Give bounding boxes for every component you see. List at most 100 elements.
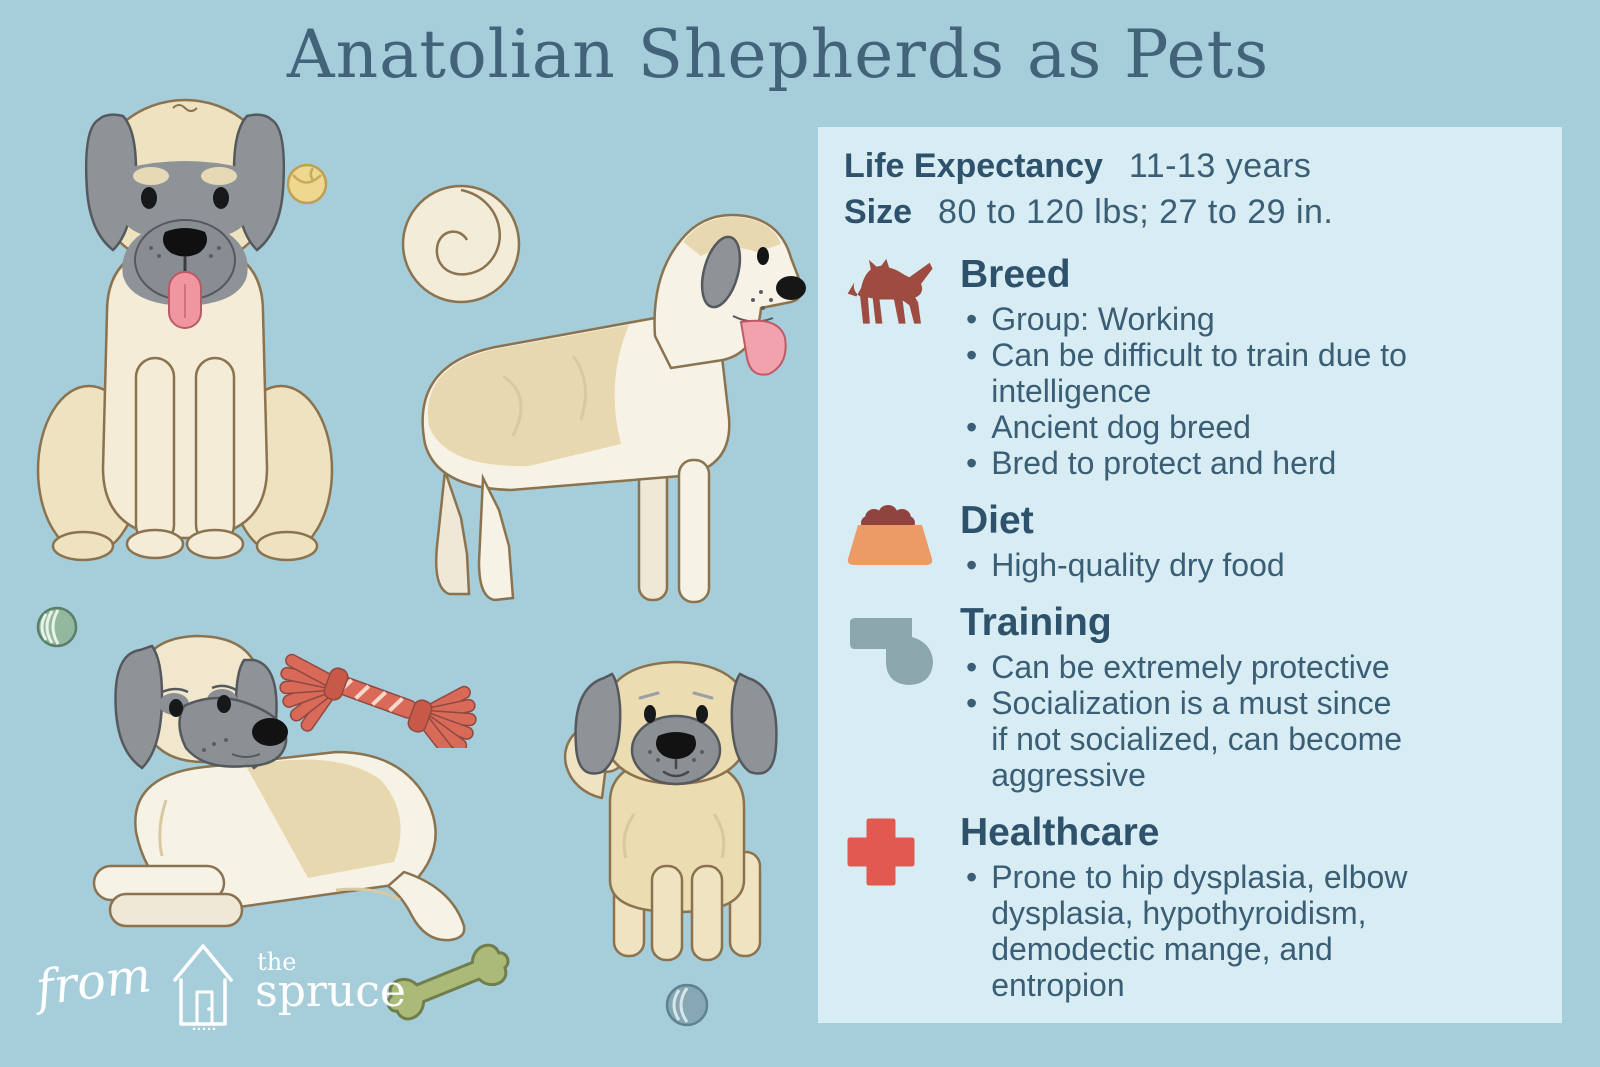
sitting-dog-nose <box>163 228 207 257</box>
green-striped-ball <box>36 606 78 648</box>
section-title-diet: Diet <box>960 499 1034 542</box>
fur-lines <box>158 799 401 902</box>
bullet-list: Can be extremely protective Socializatio… <box>960 649 1552 793</box>
fur-lines <box>502 355 587 437</box>
house-icon <box>173 944 233 1030</box>
bone-toy <box>386 943 510 1021</box>
rope-knot <box>323 667 349 701</box>
dog-silhouette-icon <box>847 258 933 324</box>
tennis-ball-seam <box>292 167 322 184</box>
bullet-item: Can be extremely protective <box>960 649 1552 685</box>
bullet-list: Prone to hip dysplasia, elbow dysplasia,… <box>960 859 1552 1003</box>
standing-dog-saddle <box>427 325 629 467</box>
info-panel: Life Expectancy 11-13 years Size 80 to 120… <box>818 127 1562 1023</box>
teal-ball <box>665 983 709 1027</box>
house-walls <box>179 978 227 1026</box>
mouth-line <box>662 758 690 778</box>
rope-toy <box>279 653 477 748</box>
lying-dog-muzzle <box>178 696 288 768</box>
puppy-eye <box>644 705 656 723</box>
section-content: Training Can be extremely protective Soc… <box>960 601 1552 793</box>
whisker-dots <box>202 738 228 752</box>
whisker-dots <box>149 246 221 258</box>
whistle-icon <box>850 618 933 685</box>
lying-dog-tail <box>385 870 466 942</box>
whisker-dots <box>648 750 704 762</box>
section-icon-cell <box>844 601 960 793</box>
logo-the: the <box>257 948 297 976</box>
door-knob <box>207 1007 211 1011</box>
standing-dog-front-leg-near <box>677 458 711 604</box>
standing-dog-ear <box>700 235 742 309</box>
lying-dog-eye <box>217 695 231 713</box>
brow-patch <box>201 167 237 185</box>
brow-patch <box>133 167 169 185</box>
lying-dog-nose <box>252 718 288 746</box>
lying-dog-ear-left <box>114 644 164 770</box>
standing-dog-tail <box>401 184 521 304</box>
dog-silhouette-shape <box>847 258 933 324</box>
lying-dog-front-leg <box>108 892 244 928</box>
puppy-ear-left <box>574 672 622 775</box>
green-ball-stripes <box>40 609 60 645</box>
puppy-leg <box>650 864 684 962</box>
stat-size: Size 80 to 120 lbs; 27 to 29 in. <box>844 189 1552 235</box>
food-bowl-icon <box>847 505 933 565</box>
standing-dog-nose <box>776 276 806 300</box>
bullet-item: Can be difficult to train due to intelli… <box>960 337 1552 409</box>
whistle-shape <box>850 618 933 685</box>
whisker-dots <box>751 290 773 310</box>
bullet-item: Prone to hip dysplasia, elbow dysplasia,… <box>960 859 1552 1003</box>
puppy-ear-right <box>730 672 778 775</box>
brow-lines <box>638 691 714 700</box>
puppy-nose <box>656 732 696 759</box>
sitting-dog-front-leg <box>194 356 236 546</box>
puppy-leg <box>690 864 724 962</box>
sitting-dog-paw <box>185 528 245 560</box>
bullet-item: Socialization is a must since if not soc… <box>960 685 1552 793</box>
section-content: Breed Group: Working Can be difficult to… <box>960 253 1552 481</box>
bullet-list: High-quality dry food <box>960 547 1552 583</box>
stat-label: Life Expectancy <box>844 147 1103 185</box>
bullet-list: Group: Working Can be difficult to train… <box>960 301 1552 481</box>
sitting-dog-paw <box>125 528 185 560</box>
section-content: Healthcare Prone to hip dysplasia, elbow… <box>960 811 1552 1003</box>
rope-strands-left <box>279 653 341 732</box>
head-marking <box>172 104 198 112</box>
bullet-item: Bred to protect and herd <box>960 445 1552 481</box>
section-icon-cell <box>844 253 960 481</box>
puppy-illustration <box>563 660 778 962</box>
section-content: Diet High-quality dry food <box>960 499 1552 583</box>
house-door <box>195 990 214 1026</box>
sitting-dog-eye <box>141 187 157 209</box>
bullet-item: High-quality dry food <box>960 547 1552 583</box>
logo-spruce: spruce <box>255 966 406 1017</box>
stat-value: 80 to 120 lbs; 27 to 29 in. <box>938 193 1334 231</box>
bowl-shape <box>847 525 933 565</box>
stats-block: Life Expectancy 11-13 years Size 80 to 120… <box>844 143 1552 235</box>
tail-curl-line <box>435 188 501 276</box>
brow-lines <box>161 684 237 694</box>
standing-dog-front-leg-far <box>637 462 669 602</box>
teal-ball-stripes <box>672 987 689 1023</box>
house-roof <box>173 944 233 982</box>
lying-dog-back-patch <box>246 759 401 878</box>
puppy-eye <box>696 705 708 723</box>
section-breed: Breed Group: Working Can be difficult to… <box>844 253 1552 481</box>
sitting-dog-illustration <box>36 98 334 562</box>
section-icon-cell <box>844 499 960 583</box>
section-healthcare: Healthcare Prone to hip dysplasia, elbow… <box>844 811 1552 1003</box>
fur-lines <box>622 813 726 859</box>
stat-life-expectancy: Life Expectancy 11-13 years <box>844 143 1552 189</box>
sitting-dog-eye <box>213 187 229 209</box>
tennis-ball-body <box>286 163 328 205</box>
cross-shape <box>847 818 915 886</box>
stat-label: Size <box>844 193 913 231</box>
stat-value: 11-13 years <box>1128 147 1312 185</box>
section-training: Training Can be extremely protective Soc… <box>844 601 1552 793</box>
spruce-logo: from the spruce <box>33 934 406 1030</box>
lying-dog-eye <box>169 699 183 717</box>
section-title-training: Training <box>960 601 1112 644</box>
section-title-breed: Breed <box>960 253 1071 296</box>
